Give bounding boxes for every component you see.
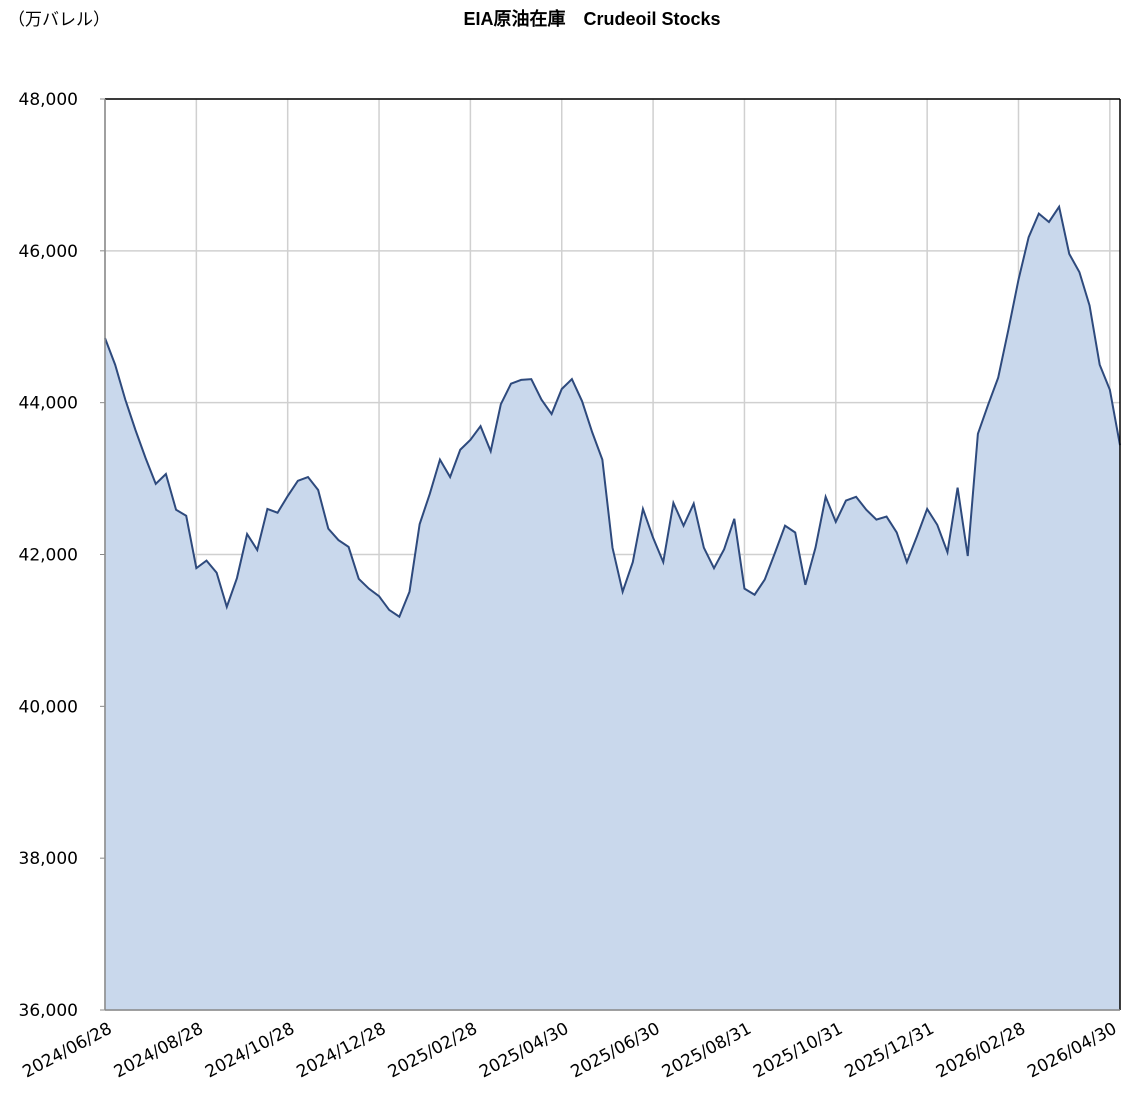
x-tick-label: 2025/08/31 <box>659 1019 755 1083</box>
y-tick-label: 46,000 <box>19 242 78 262</box>
x-tick-label: 2025/10/31 <box>750 1019 846 1083</box>
x-tick-label: 2024/08/28 <box>111 1019 207 1083</box>
y-tick-label: 38,000 <box>19 849 78 869</box>
y-tick-label: 44,000 <box>19 394 78 414</box>
chart-title: EIA原油在庫 Crudeoil Stocks <box>463 8 720 29</box>
x-tick-label: 2025/06/30 <box>568 1019 664 1083</box>
x-tick-label: 2024/06/28 <box>19 1019 115 1083</box>
y-tick-label: 36,000 <box>19 1001 78 1021</box>
y-axis-label: （万バレル） <box>8 10 110 30</box>
x-tick-label: 2025/12/31 <box>842 1019 938 1083</box>
x-tick-label: 2024/10/28 <box>202 1019 298 1083</box>
x-tick-label: 2024/12/28 <box>293 1019 389 1083</box>
area-line <box>104 204 1121 619</box>
x-tick-label: 2026/04/30 <box>1024 1019 1120 1083</box>
x-tick-label: 2026/02/28 <box>933 1019 1029 1083</box>
y-tick-label: 48,000 <box>19 90 78 110</box>
x-tick-label: 2025/02/28 <box>385 1019 481 1083</box>
area-fill <box>105 206 1120 1011</box>
y-tick-label: 40,000 <box>19 697 78 717</box>
y-tick-label: 42,000 <box>19 546 78 566</box>
x-tick-label: 2025/04/30 <box>476 1019 572 1083</box>
